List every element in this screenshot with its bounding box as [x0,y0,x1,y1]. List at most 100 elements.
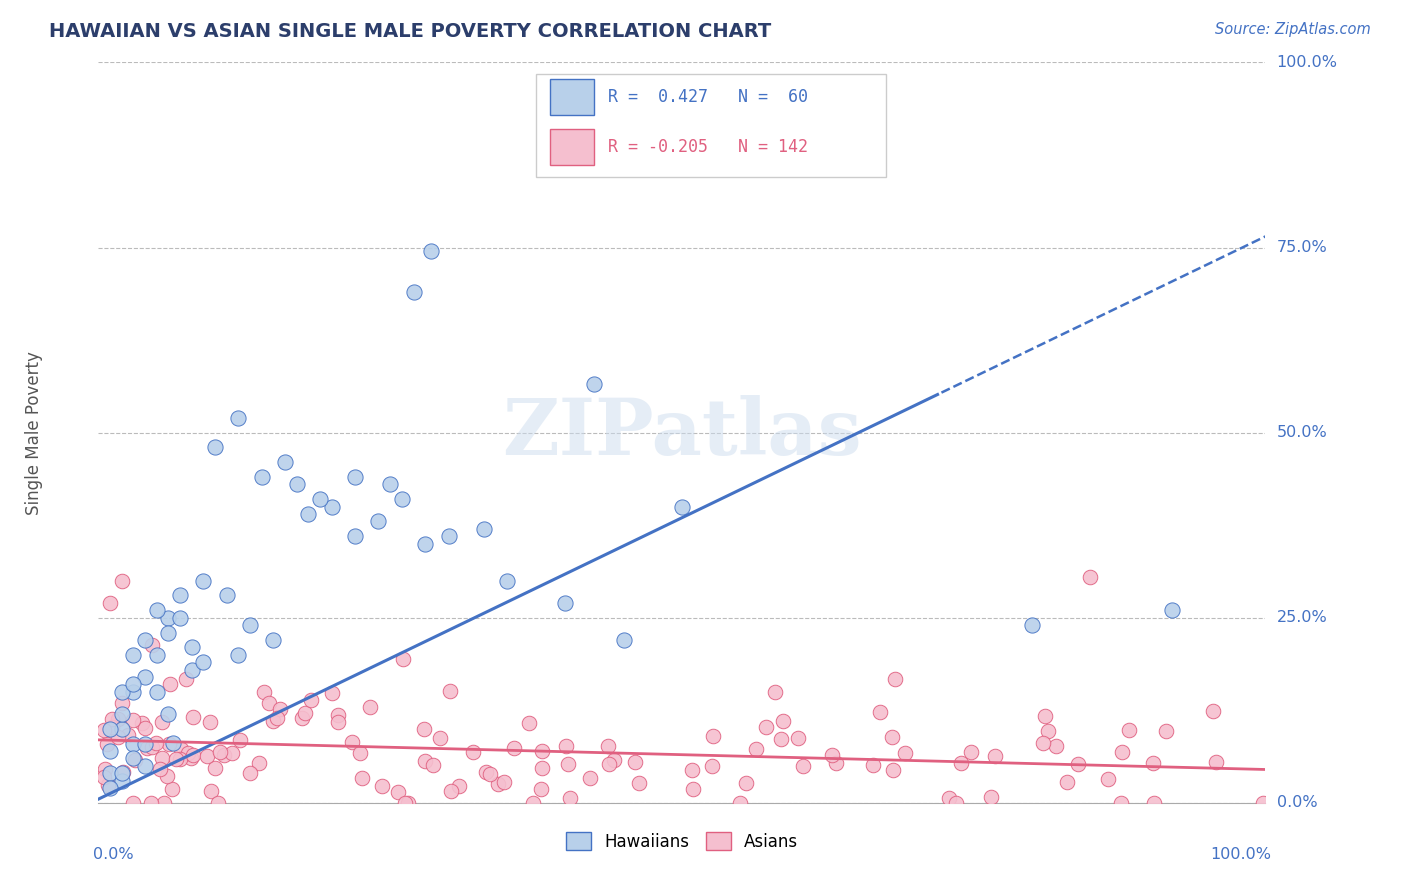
Point [117,728,139,742]
Point [253,685,276,699]
Point [112,764,135,779]
Point [212,747,235,762]
Point [176,746,198,760]
Point [180,751,202,765]
Point [1080,570,1102,584]
Point [162,736,184,750]
Point [111,685,134,699]
Point [141,638,163,652]
Point [326,708,349,723]
Point [344,470,367,484]
Point [387,785,409,799]
Point [394,796,416,810]
Point [107,730,129,744]
Point [93,723,115,738]
Point [170,742,193,756]
Point [583,377,606,392]
Point [193,574,215,588]
Point [1251,796,1274,810]
Point [579,771,602,785]
Point [98,722,121,736]
Point [624,755,647,769]
Point [169,752,191,766]
FancyBboxPatch shape [550,129,595,165]
Point [215,589,238,603]
Point [294,706,316,720]
Point [474,765,496,780]
Point [111,696,134,710]
Point [309,492,332,507]
Point [603,752,626,766]
Point [145,736,167,750]
Point [166,752,188,766]
Point [880,731,903,745]
Point [502,741,524,756]
Point [1154,724,1177,739]
Point [134,632,156,647]
Point [1056,775,1078,789]
Point [274,455,297,469]
Point [181,709,204,723]
Point [598,756,620,771]
Point [522,796,544,810]
Point [96,738,118,752]
Point [111,722,134,736]
Point [402,285,425,299]
Point [98,744,121,758]
Point [554,596,576,610]
Point [180,640,202,655]
Point [440,784,463,798]
Point [269,702,291,716]
Point [122,685,145,699]
Point [429,731,451,745]
Point [239,766,262,780]
Point [111,766,134,780]
Point [250,470,273,484]
Point [1143,796,1166,810]
Point [321,686,343,700]
Point [169,589,191,603]
Point [134,737,156,751]
Point [257,696,280,710]
Point [204,761,226,775]
Point [157,737,180,751]
Point [560,790,582,805]
Text: 25.0%: 25.0% [1277,610,1327,625]
Point [496,574,519,588]
Point [554,739,576,753]
Point [228,648,250,662]
Point [169,610,191,624]
Point [262,632,284,647]
Point [93,770,115,784]
Point [439,683,461,698]
Point [146,685,169,699]
Point [1109,796,1132,810]
Point [149,762,172,776]
Point [107,712,129,726]
Point [291,711,314,725]
Point [297,507,319,521]
Point [344,529,367,543]
Point [150,714,173,729]
Point [141,739,163,754]
Point [882,763,904,777]
Point [122,713,145,727]
Text: 75.0%: 75.0% [1277,240,1327,255]
Point [1036,724,1059,739]
Point [702,729,724,743]
Point [200,715,222,730]
Point [152,796,174,810]
Point [124,753,146,767]
Point [359,699,381,714]
Point [98,780,121,795]
Point [769,731,792,746]
Point [134,721,156,735]
Point [763,684,786,698]
Point [681,763,703,777]
Point [1021,618,1043,632]
Point [613,632,636,647]
Point [1033,709,1056,723]
Point [596,739,619,753]
Point [200,784,222,798]
Point [396,796,419,810]
